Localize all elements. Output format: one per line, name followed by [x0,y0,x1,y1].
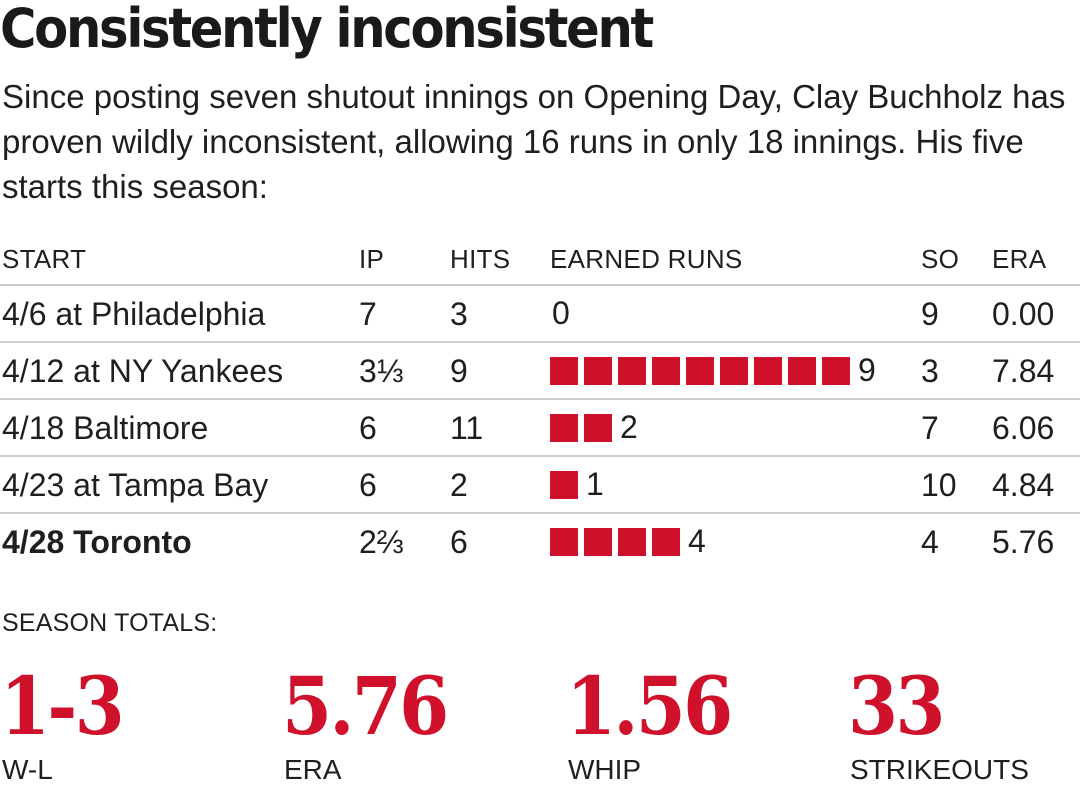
row-hits: 6 [450,524,468,560]
row-so: 3 [921,353,939,389]
table-row: 4/23 at Tampa Bay 6 2 1 10 4.84 [0,457,1080,514]
starts-table: START IP HITS EARNED RUNS SO ERA 4/6 at … [0,230,1080,569]
row-so: 9 [921,296,939,332]
earned-run-square [754,356,782,385]
stat-label: ERA [284,754,342,785]
earned-runs-bar: 1 [550,457,604,512]
earned-runs-bar: 4 [550,514,706,569]
earned-runs-label: 9 [858,352,876,388]
earned-run-square [686,356,714,385]
row-era: 5.76 [992,524,1055,560]
earned-run-square [788,356,816,385]
row-ip: 7 [359,296,377,332]
stat-value: 1.56 [566,659,733,753]
earned-runs-label: 1 [586,466,604,502]
stat-label: WHIP [568,754,642,785]
header-so: SO [921,244,960,274]
row-ip: 6 [359,467,377,503]
row-hits: 2 [450,467,468,503]
header-earned-runs: EARNED RUNS [550,244,743,274]
earned-run-square [550,356,578,385]
earned-run-square [822,356,850,385]
header-hits: HITS [450,244,511,274]
stat-label: STRIKEOUTS [850,754,1029,785]
row-hits: 3 [450,296,468,332]
row-era: 6.06 [992,410,1055,446]
season-totals-label: SEASON TOTALS: [2,609,218,637]
stat-whip: 1.56 WHIP [566,659,749,785]
row-era: 0.00 [992,296,1055,332]
earned-runs-label: 4 [688,523,706,559]
stat-value: 5.76 [282,659,449,753]
row-so: 10 [921,467,957,503]
earned-runs-bar: 2 [550,400,638,455]
earned-run-square [584,413,612,442]
earned-run-square [584,527,612,556]
earned-run-square [652,356,680,385]
header-start: START [2,244,87,274]
stat-value: 33 [848,659,946,753]
earned-run-square [584,356,612,385]
row-ip: 6 [359,410,377,446]
stat-era: 5.76 ERA [282,659,465,785]
earned-run-square [652,527,680,556]
table-row: 4/28 Toronto 2⅔ 6 4 4 5.76 [0,514,1080,569]
table-row: 4/12 at NY Yankees 3⅓ 9 9 3 7.84 [0,343,1080,400]
row-hits: 11 [450,410,484,446]
earned-runs-label: 2 [620,409,638,445]
header-era: ERA [992,244,1047,274]
table-row: 4/18 Baltimore 6 11 2 7 6.06 [0,400,1080,457]
stat-wl: 1-3 W-L [0,659,136,785]
row-era: 7.84 [992,353,1055,389]
chart-subtitle: Since posting seven shutout innings on O… [2,78,1066,205]
row-start: 4/12 at NY Yankees [2,353,284,389]
earned-run-square [618,527,646,556]
stat-label: W-L [2,754,53,785]
earned-runs-bar: 0 [550,286,570,341]
row-start: 4/18 Baltimore [2,410,209,446]
earned-run-square [550,413,578,442]
earned-runs-bar: 9 [550,343,876,398]
row-so: 4 [921,524,939,560]
header-ip: IP [359,244,385,274]
earned-run-square [550,527,578,556]
earned-run-square [550,470,578,499]
earned-run-square [618,356,646,385]
earned-run-square [720,356,748,385]
row-so: 7 [921,410,939,446]
row-ip: 3⅓ [359,353,404,389]
row-hits: 9 [450,353,468,389]
stat-value: 1-3 [0,659,125,753]
row-era: 4.84 [992,467,1055,503]
row-start: 4/6 at Philadelphia [2,296,266,332]
row-start: 4/28 Toronto [2,524,192,560]
row-start: 4/23 at Tampa Bay [2,467,269,503]
row-ip: 2⅔ [359,524,404,560]
table-header: START IP HITS EARNED RUNS SO ERA [0,230,1080,286]
stat-strikeouts: 33 STRIKEOUTS [848,659,1029,785]
earned-runs-label: 0 [552,295,570,331]
chart-title: Consistently inconsistent [0,0,654,60]
table-row: 4/6 at Philadelphia 7 3 0 9 0.00 [0,286,1080,343]
